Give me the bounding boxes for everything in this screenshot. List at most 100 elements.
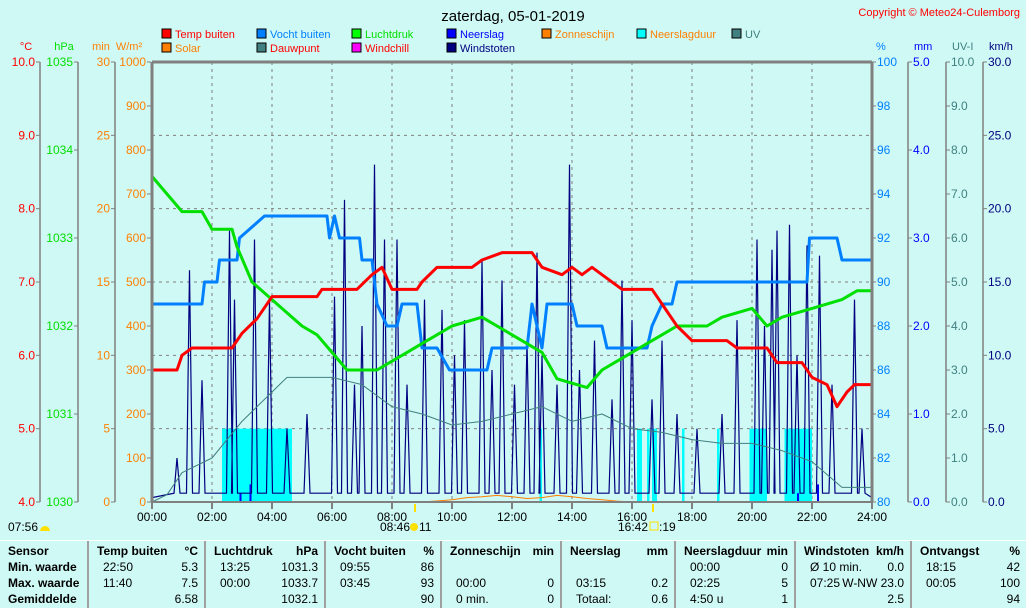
x-tick-label: 08:00	[377, 510, 407, 524]
series-windstoten	[151, 164, 873, 499]
series-temp-buiten	[152, 251, 872, 409]
table-row: 11:40 7.5	[89, 575, 204, 591]
x-tick-label: 22:00	[797, 510, 827, 524]
sunset-sun-icon	[649, 521, 659, 531]
axis-unit-minutes: min	[92, 41, 110, 53]
axis-tick-label-solar: 300	[126, 363, 146, 377]
axis-unit-temp: °C	[20, 41, 32, 53]
column-name: Ontvangst	[920, 544, 980, 558]
legend-swatch	[351, 28, 362, 39]
cell-value: 7.5	[181, 576, 198, 590]
rain-duration-bar	[647, 428, 650, 502]
table-row	[562, 559, 674, 575]
axis-tick-label-wind: 10.0	[988, 348, 1012, 362]
cell-value: 1	[781, 592, 788, 606]
axis-tick-label-temp: 6.0	[18, 348, 35, 362]
cell-label: 00:00	[220, 576, 251, 590]
axis-tick-label-rain: 0.0	[913, 495, 930, 509]
cell-label: 4:50 u	[690, 592, 724, 606]
table-column-windstoten: Windstoten km/h Ø 10 min. 0.0 07:25 W-NW 23.0…	[794, 541, 910, 608]
legend-item: Luchtdruk	[351, 28, 414, 41]
cell-label: 03:45	[340, 576, 371, 590]
axis-tick-label-solar: 100	[126, 451, 146, 465]
sunrise-sun-icon	[410, 523, 418, 531]
axis-tick-label-wind: 15.0	[988, 275, 1012, 289]
axis-tick-label-solar: 200	[126, 407, 146, 421]
cell-label: 0 min.	[456, 592, 489, 606]
axis-tick-label-wind: 0.0	[988, 495, 1005, 509]
column-unit: km/h	[875, 544, 904, 558]
axis-tick-label-wind: 30.0	[988, 55, 1012, 69]
series-solar	[421, 494, 633, 503]
legend-item: UV	[731, 28, 761, 41]
legend-swatch	[731, 28, 742, 39]
rain-bar	[797, 493, 799, 502]
table-row: 03:45 93	[326, 575, 440, 591]
cell-value: 86	[420, 560, 434, 574]
table-column-luchtdruk: Luchtdruk hPa 13:25 1031.3 00:00 1033.7 1032.1	[204, 541, 324, 608]
column-name: Sensor	[8, 544, 49, 558]
x-tick-label: 04:00	[257, 510, 287, 524]
axis-tick-label-uv: 8.0	[951, 143, 968, 157]
legend-item: Zonneschijn	[541, 28, 614, 41]
legend-label: Windstoten	[460, 43, 515, 55]
sunrise-time: 08:46	[380, 520, 410, 534]
table-row: Gemiddelde	[0, 591, 87, 607]
cell-label: Min. waarde	[8, 560, 77, 574]
x-tick-label: 10:00	[437, 510, 467, 524]
table-row: 94	[912, 591, 1026, 607]
legend-swatch	[446, 42, 457, 53]
cell-value: W-NW 23.0	[842, 576, 904, 590]
axis-tick-label-uv: 9.0	[951, 99, 968, 113]
table-row: 4:50 u 1	[676, 591, 794, 607]
axis-tick-label-uv: 7.0	[951, 187, 968, 201]
cell-label: 02:25	[690, 576, 721, 590]
axis-tick-label-minutes: 0	[103, 495, 110, 509]
axis-tick-label-uv: 4.0	[951, 319, 968, 333]
table-column-neerslag: Neerslag mm 03:15 0.2 Totaal: 0.6	[560, 541, 674, 608]
sunset-time: 16:42	[618, 520, 648, 534]
cell-label: 00:00	[690, 560, 721, 574]
table-header: Zonneschijn min	[442, 543, 560, 559]
axis-unit-uv: UV-I	[952, 41, 973, 53]
series-luchtdruk	[150, 175, 872, 390]
legend-label: Vocht buiten	[270, 29, 331, 41]
axis-tick-label-uv: 1.0	[951, 451, 968, 465]
cell-value: 93	[420, 576, 434, 590]
legend-label: Temp buiten	[175, 29, 235, 41]
axis-tick-label-minutes: 15	[97, 275, 111, 289]
table-row: 02:25 5	[676, 575, 794, 591]
column-name: Temp buiten	[97, 544, 168, 558]
axis-tick-label-solar: 500	[126, 275, 146, 289]
axis-tick-label-wind: 5.0	[988, 422, 1005, 436]
rain-duration-bar	[637, 428, 642, 502]
legend-label: Windchill	[365, 43, 409, 55]
table-row: 07:25 W-NW 23.0	[796, 575, 910, 591]
cell-value: 0.0	[887, 560, 904, 574]
axis-tick-label-humidity: 100	[877, 55, 897, 69]
x-tick-label: 24:00	[857, 510, 887, 524]
cell-value: 6.58	[174, 592, 198, 606]
column-name: Vocht buiten	[334, 544, 406, 558]
x-tick-label: 20:00	[737, 510, 767, 524]
copyright: Copyright © Meteo24-Culemborg	[858, 7, 1020, 19]
table-row: 00:00 1033.7	[206, 575, 324, 591]
axis-tick-label-minutes: 20	[97, 202, 111, 216]
column-name: Zonneschijn	[450, 544, 521, 558]
x-tick-label: 00:00	[137, 510, 167, 524]
axis-tick-label-temp: 4.0	[18, 495, 35, 509]
series-dauwpunt	[151, 376, 872, 503]
axis-tick-label-temp: 9.0	[18, 128, 35, 142]
plot-area	[150, 164, 873, 503]
cell-label: 00:00	[456, 576, 487, 590]
column-name: Luchtdruk	[214, 544, 273, 558]
table-header: Ontvangst%	[912, 543, 1026, 559]
axis-tick-label-minutes: 10	[97, 348, 111, 362]
x-tick-label: 06:00	[317, 510, 347, 524]
legend-item: Neerslagduur	[636, 28, 716, 41]
axis-unit-solar: W/m²	[116, 41, 143, 53]
twilight-sun-icon	[40, 526, 50, 531]
table-row: 2.5	[796, 591, 910, 607]
axis-tick-label-humidity: 90	[877, 275, 891, 289]
legend-label: Dauwpunt	[270, 43, 320, 55]
